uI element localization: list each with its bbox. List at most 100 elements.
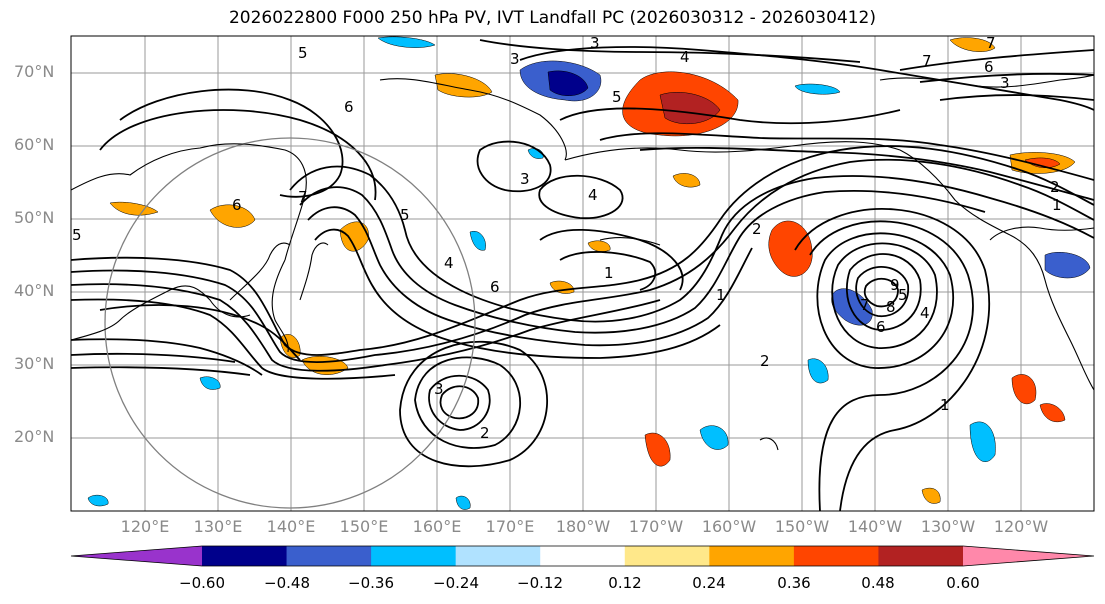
- colorbar-tick-label: −0.12: [517, 574, 563, 592]
- colorbar-tick-label: −0.48: [264, 574, 310, 592]
- lat-label-60n: 60°N: [14, 135, 55, 154]
- shade-blue-aleut: [469, 230, 486, 251]
- contour-label: 1: [940, 396, 950, 414]
- lat-label-50n: 50°N: [14, 208, 55, 227]
- shade-japan-orange-1: [209, 204, 256, 228]
- coastlines: [71, 74, 1094, 451]
- lon-label-120w: 120°W: [993, 517, 1049, 536]
- colorbar-segment: [202, 546, 288, 566]
- colorbar-tick-label: 0.48: [861, 574, 895, 592]
- contour-label: 4: [680, 48, 690, 66]
- colorbar-tick-label: 0.36: [777, 574, 811, 592]
- contour-label: 6: [490, 278, 500, 296]
- contour-label: 1: [1052, 196, 1062, 214]
- contour-label: 5: [400, 206, 410, 224]
- contour-label: 8: [886, 298, 896, 316]
- shade-hawaii-red: [644, 432, 671, 467]
- contour-label: 5: [298, 44, 308, 62]
- shade-alaska-red: [1024, 157, 1061, 168]
- world-circle: [104, 137, 476, 509]
- contour-label: 7: [922, 52, 932, 70]
- shade-small-orange-4: [921, 487, 941, 504]
- lon-label-120e: 120°E: [120, 517, 170, 536]
- shade-blue-sw: [807, 358, 829, 384]
- shade-blue-small-2: [87, 494, 109, 507]
- contour-label: 4: [920, 304, 930, 322]
- contour-label: 5: [612, 88, 622, 106]
- contour-label: 2: [1050, 178, 1060, 196]
- shade-west-us-blue: [1044, 252, 1091, 279]
- contour-label: 3: [520, 170, 530, 188]
- colorbar-segment: [286, 546, 372, 566]
- lat-label-30n: 30°N: [14, 354, 55, 373]
- lon-label-130e: 130°E: [193, 517, 243, 536]
- contour-label: 3: [1000, 74, 1010, 92]
- colorbar-tick-label: −0.36: [348, 574, 394, 592]
- contour-label: 6: [232, 196, 242, 214]
- contour-label: 5: [72, 226, 82, 244]
- lon-label-160e: 160°E: [412, 517, 462, 536]
- colorbar-segment: [878, 546, 964, 566]
- colorbar-segment: [371, 546, 457, 566]
- contour-label: 3: [590, 34, 600, 52]
- shade-ne-orange: [949, 37, 996, 52]
- shade-pacific-red: [768, 220, 813, 277]
- contour-label: 2: [752, 220, 762, 238]
- colorbar-tick-label: 0.24: [692, 574, 726, 592]
- contour-label: 2: [760, 352, 770, 370]
- colorbar-extend-high: [963, 546, 1094, 566]
- lon-label-130w: 130°W: [920, 517, 976, 536]
- colorbar-segment: [540, 546, 626, 566]
- contour-label: 3: [434, 380, 444, 398]
- contour-label: 1: [604, 264, 614, 282]
- colorbar-tick-label: −0.60: [179, 574, 225, 592]
- colorbar-tick-label: 0.60: [946, 574, 980, 592]
- lon-label-170w: 170°W: [628, 517, 684, 536]
- map-title: 2026022800 F000 250 hPa PV, IVT Landfall…: [228, 8, 876, 28]
- lon-label-140w: 140°W: [847, 517, 903, 536]
- pv-contours: [71, 39, 1094, 511]
- contour-label: 7: [986, 34, 996, 52]
- contour-label: 4: [588, 186, 598, 204]
- colorbar-segment: [455, 546, 541, 566]
- shade-blue-small-1: [199, 376, 221, 390]
- contour-label: 4: [444, 254, 454, 272]
- lat-label-40n: 40°N: [14, 281, 55, 300]
- lon-label-150e: 150°E: [339, 517, 389, 536]
- lon-label-140e: 140°E: [266, 517, 316, 536]
- contour-label: 6: [344, 98, 354, 116]
- shade-japan-orange-2: [109, 201, 159, 216]
- shade-blue-east: [969, 421, 996, 462]
- contour-label: 6: [984, 58, 994, 76]
- lat-label-70n: 70°N: [14, 62, 55, 81]
- shade-negative-core: [547, 70, 589, 96]
- shade-positive-arctic-core: [659, 92, 721, 124]
- colorbar-tick-label: −0.24: [433, 574, 479, 592]
- lat-label-20n: 20°N: [14, 427, 55, 446]
- contour-label: 9: [890, 276, 900, 294]
- colorbar-segment: [624, 546, 710, 566]
- contour-label: 5: [898, 286, 908, 304]
- shade-small-orange-3: [672, 173, 701, 188]
- colorbar-extend-low: [71, 546, 202, 566]
- lon-label-170e: 170°E: [485, 517, 535, 536]
- contour-label: 7: [298, 188, 308, 206]
- shade-subtropic-red-2: [1039, 403, 1066, 423]
- lon-label-160w: 160°W: [701, 517, 757, 536]
- ivt-shading: [87, 36, 1091, 510]
- contour-label: 7: [860, 296, 870, 314]
- contour-labels: 3 3 4 5 6 6 7 7 6 4 3 4 5 6 1 1 1 2 2 2 …: [72, 34, 1062, 442]
- lon-label-180w: 180°W: [555, 517, 611, 536]
- shade-blue-small-3: [455, 495, 471, 510]
- shade-blue-hawaii: [699, 425, 729, 450]
- shade-blue-ak: [794, 83, 841, 95]
- contour-label: 3: [510, 50, 520, 68]
- contour-label: 1: [716, 286, 726, 304]
- shade-blue-nz: [377, 36, 436, 48]
- lon-label-150w: 150°W: [774, 517, 830, 536]
- shade-subtropic-red: [1011, 374, 1037, 405]
- contour-label: 2: [480, 424, 490, 442]
- shade-small-orange-1: [587, 240, 611, 252]
